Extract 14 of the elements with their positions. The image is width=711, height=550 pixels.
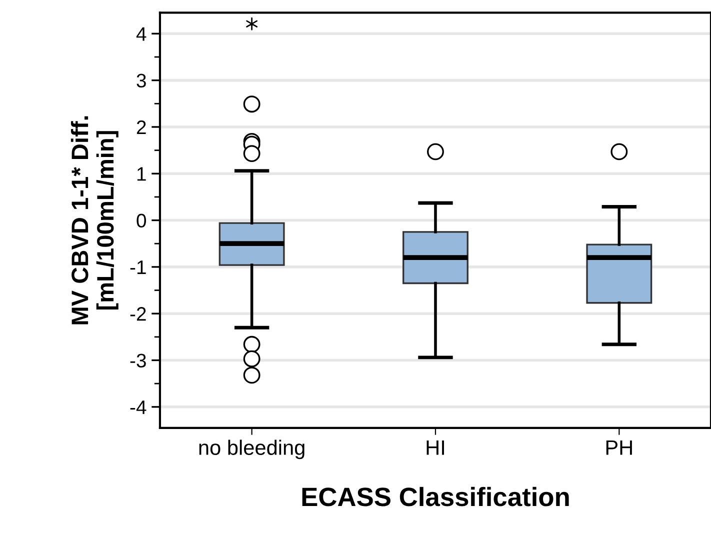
y-tick-label: 3 — [136, 74, 146, 88]
y-tick-label: -1 — [130, 260, 146, 274]
x-tick-label: no bleeding — [199, 440, 304, 460]
y-tick-label: -4 — [130, 400, 146, 414]
y-tick-label: 1 — [137, 167, 146, 181]
y-tick-label: -2 — [130, 307, 146, 321]
x-tick-label: PH — [606, 440, 632, 455]
y-axis-title: MV CBVD 1-1* Diff. [mL/100mL/min] — [70, 116, 118, 324]
y-tick-label: -3 — [130, 354, 146, 368]
y-tick-label: 0 — [136, 214, 146, 228]
x-tick-label: HI — [426, 440, 444, 455]
y-tick-label: 4 — [136, 27, 146, 41]
x-axis-title: ECASS Classification — [302, 486, 569, 506]
y-tick-label: 2 — [136, 120, 146, 134]
